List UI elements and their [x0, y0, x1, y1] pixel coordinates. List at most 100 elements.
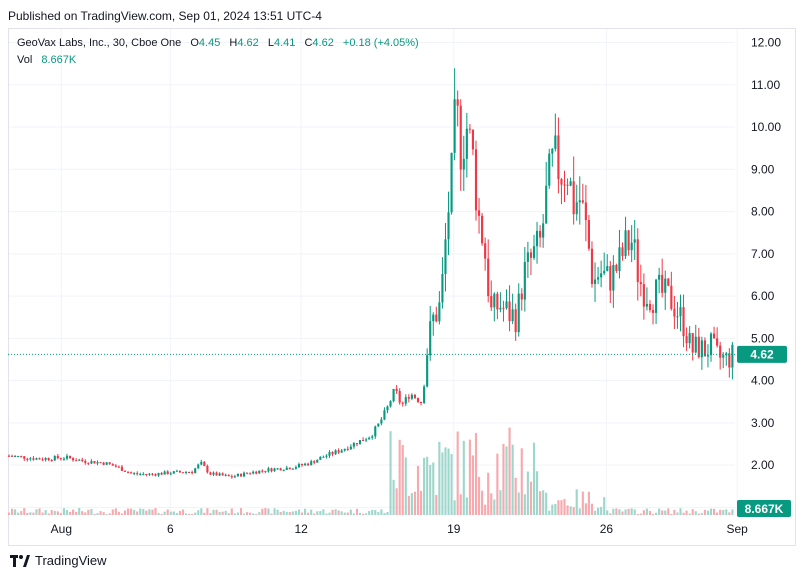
- y-tick-label: 10.00: [751, 120, 781, 134]
- candle-body: [252, 471, 255, 474]
- volume-bar: [398, 439, 401, 515]
- volume-bar: [108, 513, 111, 515]
- candle-body: [78, 459, 81, 461]
- volume-bar: [56, 511, 59, 515]
- volume-bar: [490, 493, 493, 515]
- volume-bar: [105, 513, 108, 515]
- candle-body: [285, 467, 288, 470]
- volume-bar: [355, 508, 359, 515]
- volume-bar: [53, 511, 56, 515]
- candle-body: [691, 333, 694, 353]
- candle-body: [587, 220, 590, 249]
- volume-bar: [154, 508, 157, 515]
- volume-bar: [123, 510, 127, 515]
- x-tick-label: 6: [167, 522, 174, 536]
- volume-bar: [438, 441, 441, 515]
- volume-bar: [206, 508, 209, 515]
- candle-body: [578, 200, 581, 203]
- volume-bar: [676, 512, 679, 515]
- candle-body: [276, 468, 279, 470]
- candle-body: [346, 448, 349, 450]
- price-scale[interactable]: 1.00002.003.004.005.006.007.008.009.0010…: [751, 36, 788, 515]
- candle-body: [206, 465, 209, 473]
- candle-body: [423, 386, 426, 403]
- candle-body: [709, 333, 713, 356]
- volume-bar: [181, 509, 185, 515]
- candle-body: [413, 394, 417, 399]
- volume-badge-text: 8.667K: [745, 502, 784, 516]
- volume-bar: [17, 512, 20, 515]
- volume-bar: [395, 488, 398, 515]
- volume-bar: [722, 510, 725, 515]
- volume-bar: [365, 513, 368, 515]
- candle-body: [84, 460, 87, 463]
- candle-body: [551, 148, 554, 154]
- volume-bar: [566, 505, 569, 515]
- volume-bar: [731, 509, 734, 515]
- candle-body: [325, 455, 328, 457]
- candle-body: [178, 470, 181, 473]
- candle-body: [175, 470, 178, 472]
- volume-bar: [645, 508, 648, 515]
- volume-bar: [484, 504, 487, 515]
- volume-bar: [551, 504, 554, 515]
- candle-body: [261, 470, 264, 472]
- volume-bar: [169, 511, 172, 515]
- candle-body: [151, 473, 154, 475]
- x-tick-label: 26: [600, 522, 614, 536]
- candle-body: [618, 247, 621, 271]
- time-scale[interactable]: Aug 6 12 19 26 Sep: [51, 522, 749, 536]
- candle-body: [111, 464, 114, 466]
- candle-body: [563, 184, 566, 186]
- volume-bar: [474, 432, 478, 515]
- candle-body: [615, 264, 618, 271]
- volume-bar: [633, 509, 636, 515]
- volume-bar: [142, 509, 145, 515]
- symbol-name[interactable]: GeoVax Labs, Inc., 30, Cboe One: [17, 37, 182, 49]
- y-tick-label: 11.00: [751, 78, 780, 92]
- y-tick-label: 5.00: [751, 331, 775, 345]
- volume-bar: [270, 513, 273, 515]
- volume-bar: [691, 509, 694, 515]
- volume-bar: [667, 508, 670, 515]
- candle-body: [44, 458, 47, 460]
- y-tick-label: 12.00: [751, 36, 781, 50]
- candle-body: [661, 274, 664, 293]
- footer-brand[interactable]: TradingView: [10, 553, 107, 568]
- volume-bar: [590, 503, 594, 515]
- y-tick-label: 4.00: [751, 374, 775, 388]
- candle-body: [548, 153, 551, 186]
- volume-bar: [374, 510, 377, 515]
- candle-body: [343, 448, 346, 451]
- volume-bar: [230, 508, 233, 515]
- volume-bar: [636, 513, 639, 515]
- volume-bar: [685, 510, 688, 515]
- candle-body: [484, 243, 487, 259]
- volume-bar: [139, 508, 142, 515]
- candle-body: [328, 452, 331, 456]
- candle-body: [29, 458, 32, 460]
- volume-bar: [728, 512, 731, 515]
- tradingview-brand-text: TradingView: [35, 553, 107, 568]
- volume-bar: [697, 513, 700, 515]
- candle-body: [673, 308, 676, 317]
- candle-body: [181, 472, 185, 474]
- candle-body: [197, 464, 200, 469]
- volume-bar: [72, 509, 75, 515]
- volume-bar: [194, 512, 197, 515]
- candle-body: [258, 470, 261, 474]
- volume-bar: [682, 512, 685, 515]
- volume-bar: [126, 508, 130, 515]
- volume-bar: [511, 444, 514, 515]
- volume-bar: [493, 499, 496, 515]
- candle-body: [597, 277, 600, 280]
- candle-body: [139, 474, 142, 476]
- volume-bar: [719, 509, 722, 515]
- candle-body: [404, 397, 407, 404]
- volume-bar: [93, 513, 96, 515]
- low-value: 4.41: [273, 37, 296, 49]
- candle-body: [377, 423, 380, 427]
- volume-bar: [413, 491, 417, 515]
- candle-body: [685, 336, 688, 344]
